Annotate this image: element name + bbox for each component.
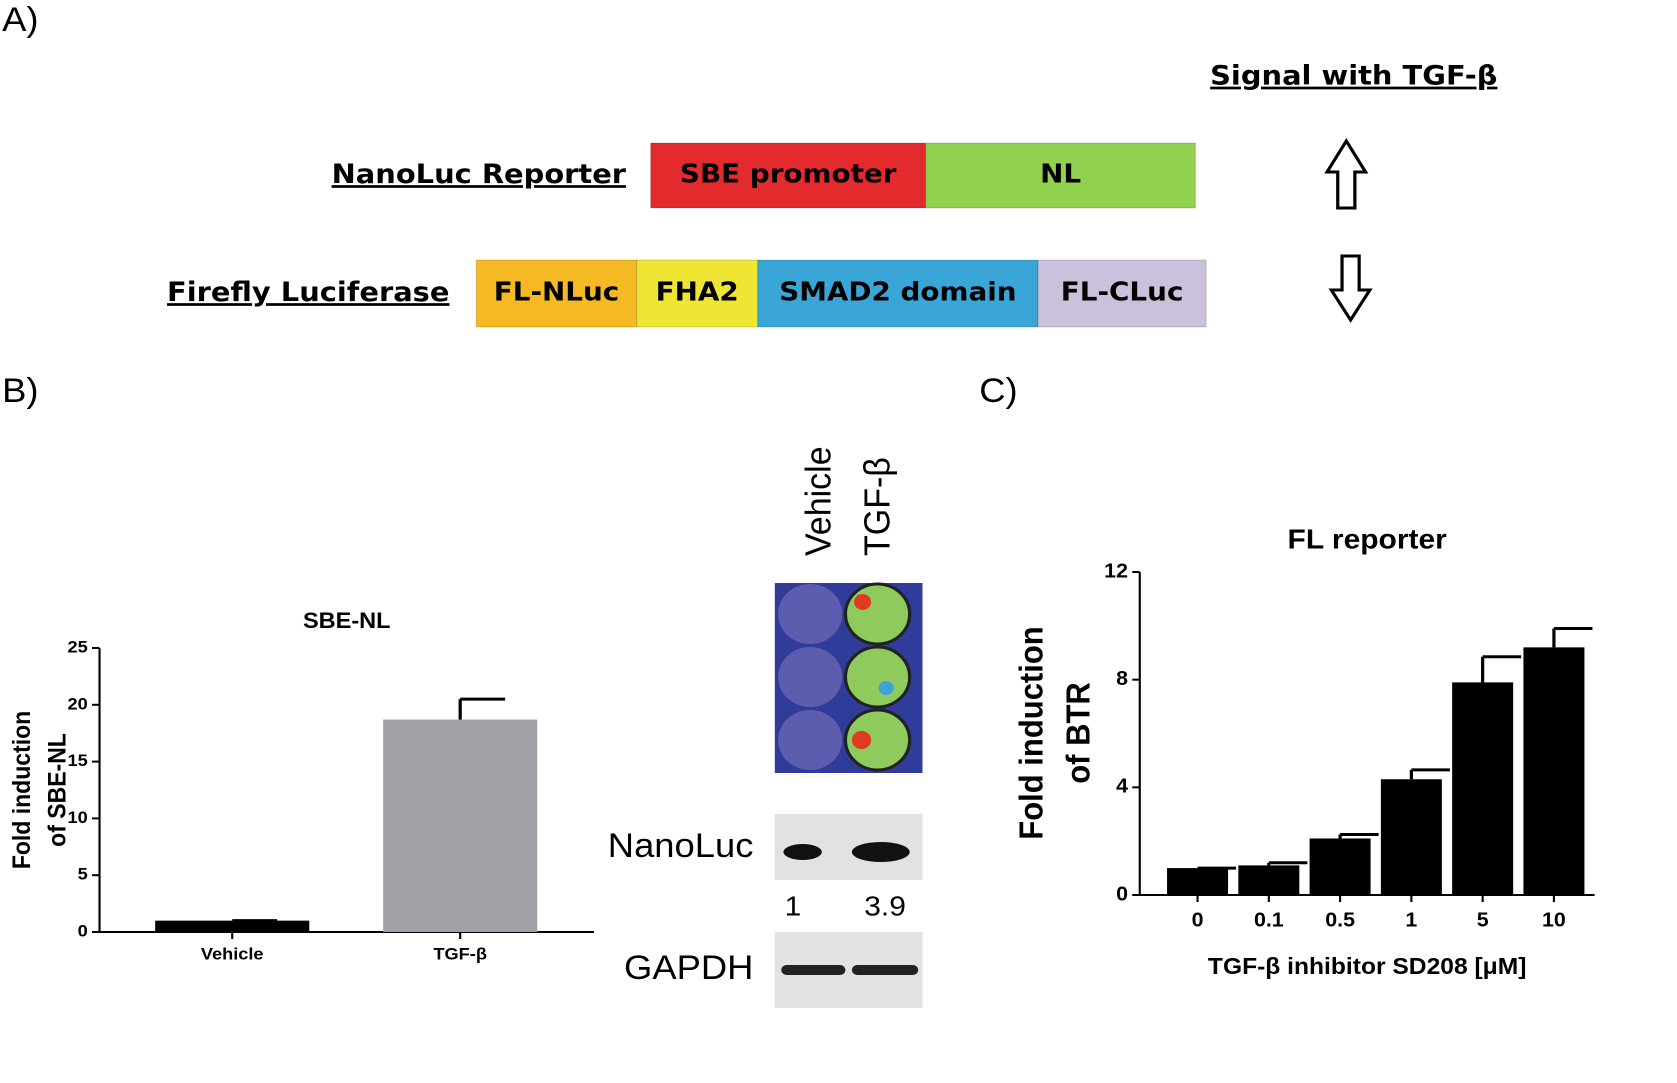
error-bar bbox=[1338, 832, 1379, 839]
blot-band bbox=[781, 965, 846, 975]
y-tick-label: 4 bbox=[1116, 775, 1128, 797]
segment-label: FL-NLuc bbox=[494, 278, 620, 308]
x-axis-label: TGF-β inhibitor SD208 [μM] bbox=[1208, 954, 1527, 980]
error-bar bbox=[458, 697, 506, 720]
y-tick-label: 12 bbox=[1104, 560, 1128, 582]
panel-label: C) bbox=[979, 372, 1017, 410]
bar bbox=[1238, 865, 1300, 895]
blot-band bbox=[851, 842, 910, 862]
panel-label: B) bbox=[2, 372, 38, 410]
y-tick-label: 0 bbox=[78, 921, 88, 940]
segment-label: NL bbox=[1040, 160, 1081, 190]
lane-label: TGF-β bbox=[857, 457, 897, 556]
bar bbox=[1309, 838, 1371, 895]
x-tick-label: TGF-β bbox=[433, 944, 487, 963]
y-axis-label: Fold induction bbox=[8, 711, 36, 869]
bar bbox=[155, 920, 310, 932]
blot-band bbox=[783, 844, 822, 860]
construct-segment bbox=[636, 259, 759, 328]
well bbox=[778, 584, 843, 644]
bar bbox=[1380, 779, 1442, 895]
quantification: 3.9 bbox=[864, 891, 906, 922]
quantification: 1 bbox=[785, 891, 802, 922]
y-axis-label: of BTR bbox=[1060, 682, 1097, 784]
error-bar bbox=[1481, 655, 1522, 683]
well bbox=[778, 647, 843, 707]
construct-segment bbox=[925, 142, 1196, 209]
bar bbox=[1523, 647, 1585, 895]
y-tick-label: 25 bbox=[68, 637, 88, 656]
chart-title: SBE-NL bbox=[303, 608, 391, 633]
well bbox=[843, 582, 912, 646]
x-tick-label: Vehicle bbox=[201, 944, 264, 963]
bar bbox=[383, 719, 538, 932]
well bbox=[843, 645, 912, 709]
construct-name: Firefly Luciferase bbox=[167, 276, 449, 308]
y-axis-label: of SBE-NL bbox=[44, 733, 72, 847]
blot-band bbox=[851, 965, 919, 975]
well bbox=[843, 708, 912, 772]
wells bbox=[778, 582, 912, 772]
chart-title: FL reporter bbox=[1288, 524, 1447, 555]
x-tick-label: 5 bbox=[1477, 909, 1489, 931]
error-bar bbox=[1409, 768, 1450, 780]
construct-segment bbox=[650, 142, 927, 209]
y-tick-label: 5 bbox=[78, 864, 88, 883]
down-arrow bbox=[1328, 254, 1373, 323]
segment-label: FL-CLuc bbox=[1061, 278, 1184, 308]
error-bar bbox=[1267, 861, 1308, 866]
y-tick-label: 0 bbox=[1116, 883, 1128, 905]
x-tick-label: 1 bbox=[1405, 909, 1417, 931]
well bbox=[778, 710, 843, 770]
y-axis-label: Fold induction bbox=[1013, 626, 1050, 839]
construct-segment bbox=[475, 259, 638, 328]
segment-label: FHA2 bbox=[656, 278, 739, 308]
row-label: GAPDH bbox=[624, 949, 753, 987]
construct-segment bbox=[757, 259, 1039, 328]
up-arrow bbox=[1324, 138, 1369, 210]
well-spot bbox=[854, 594, 872, 610]
construct-segment bbox=[1037, 259, 1207, 328]
blot bbox=[774, 582, 923, 1008]
y-tick-label: 20 bbox=[68, 694, 88, 713]
row-label: NanoLuc bbox=[608, 827, 754, 865]
construct-name: NanoLuc Reporter bbox=[332, 158, 627, 190]
x-tick-label: 10 bbox=[1542, 909, 1566, 931]
bar bbox=[1167, 868, 1229, 895]
x-tick-label: 0.5 bbox=[1325, 909, 1355, 931]
y-tick-label: 15 bbox=[68, 751, 88, 770]
bar bbox=[1452, 682, 1514, 895]
error-bar bbox=[1552, 627, 1593, 648]
well-spot bbox=[878, 681, 894, 695]
well-spot bbox=[851, 731, 872, 749]
segment-label: SBE promoter bbox=[680, 160, 897, 190]
signal-title: Signal with TGF-β bbox=[1210, 60, 1497, 92]
panel-label: A) bbox=[2, 1, 38, 39]
x-tick-label: 0.1 bbox=[1254, 909, 1284, 931]
lane-label: Vehicle bbox=[798, 446, 838, 556]
x-tick-label: 0 bbox=[1192, 909, 1204, 931]
y-tick-label: 8 bbox=[1116, 668, 1128, 690]
y-tick-label: 10 bbox=[68, 807, 88, 826]
segment-label: SMAD2 domain bbox=[779, 278, 1016, 308]
